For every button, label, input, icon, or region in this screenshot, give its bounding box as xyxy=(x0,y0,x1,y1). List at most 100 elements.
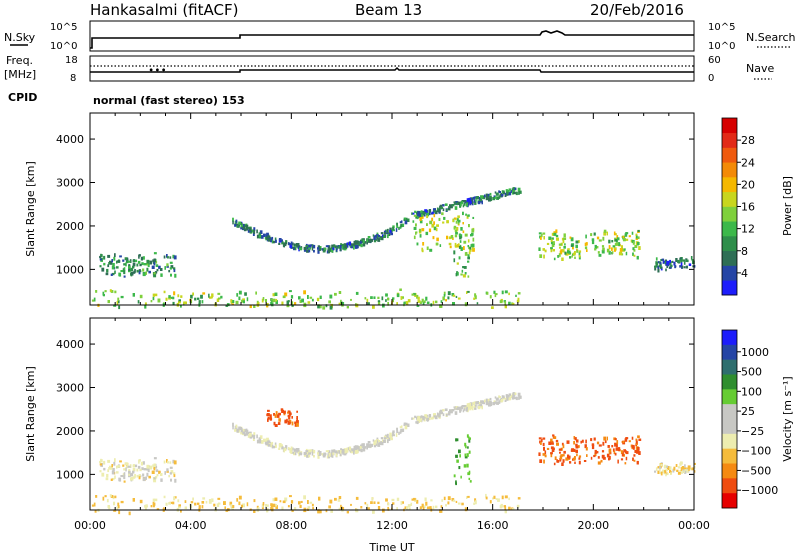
echo-cell xyxy=(657,261,660,264)
echo-cell xyxy=(283,448,285,453)
echo-cell xyxy=(164,266,166,270)
echo-cell xyxy=(440,300,443,303)
echo-cell xyxy=(407,504,411,508)
echo-cell xyxy=(376,235,379,238)
echo-cell xyxy=(107,254,111,258)
echo-cell xyxy=(216,298,220,302)
echo-cell xyxy=(263,438,266,442)
echo-cell xyxy=(557,460,560,463)
echo-cell xyxy=(575,445,579,449)
echo-cell xyxy=(464,233,468,237)
echo-cell xyxy=(107,505,110,509)
echo-cell xyxy=(474,196,477,199)
echo-cell xyxy=(112,468,115,472)
echo-cell xyxy=(426,212,430,217)
echo-cell xyxy=(202,497,206,500)
echo-cell xyxy=(331,449,334,453)
echo-cell xyxy=(281,410,284,413)
echo-cell xyxy=(294,452,297,456)
power-colorbar-tick-label: 24 xyxy=(741,156,755,169)
velocity-colorbar-cell xyxy=(722,493,737,509)
velocity-colorbar-tick-label: 25 xyxy=(741,405,755,418)
echo-cell xyxy=(368,239,372,243)
echo-cell xyxy=(468,197,472,202)
echo-cell xyxy=(621,453,624,457)
echo-cell xyxy=(472,237,475,242)
echo-cell xyxy=(168,295,171,299)
echo-cell xyxy=(230,299,233,303)
echo-cell xyxy=(683,266,686,269)
echo-cell xyxy=(466,463,469,468)
echo-cell xyxy=(453,474,456,478)
echo-cell xyxy=(129,259,132,263)
echo-cell xyxy=(467,200,471,204)
echo-cell xyxy=(428,212,431,216)
echo-cell xyxy=(152,498,155,502)
echo-cell xyxy=(390,437,393,441)
echo-cell xyxy=(466,200,468,204)
echo-cell xyxy=(208,501,212,504)
echo-cell xyxy=(462,274,466,278)
echo-cell xyxy=(256,434,258,439)
echo-cell xyxy=(494,401,497,404)
echo-cell xyxy=(450,411,453,414)
echo-cell xyxy=(334,245,338,248)
echo-cell xyxy=(379,441,383,444)
echo-cell xyxy=(287,505,290,508)
echo-cell xyxy=(126,464,129,468)
echo-cell xyxy=(420,415,423,418)
echo-cell xyxy=(403,301,406,305)
echo-cell xyxy=(101,472,105,477)
echo-cell xyxy=(111,464,113,468)
echo-cell xyxy=(474,401,477,404)
echo-cell xyxy=(578,445,580,448)
echo-cell xyxy=(680,262,683,266)
echo-cell xyxy=(459,454,461,458)
echo-cell xyxy=(114,458,116,462)
echo-cell xyxy=(551,237,554,240)
echo-cell xyxy=(377,506,381,510)
echo-cell xyxy=(416,420,419,425)
echo-cell xyxy=(220,295,223,299)
echo-cell xyxy=(467,239,470,243)
echo-cell xyxy=(400,501,403,505)
echo-cell xyxy=(657,466,660,469)
power-colorbar-cell xyxy=(722,221,737,237)
echo-cell xyxy=(453,225,457,229)
echo-cell xyxy=(542,437,546,440)
echo-cell xyxy=(472,247,475,252)
echo-cell xyxy=(539,254,543,258)
echo-cell xyxy=(495,293,498,296)
echo-cell xyxy=(341,243,345,247)
echo-cell xyxy=(544,450,547,455)
velocity-colorbar-tick-label: −500 xyxy=(741,464,771,477)
echo-cell xyxy=(681,466,685,470)
echo-cell xyxy=(658,264,662,267)
echo-cell xyxy=(138,271,141,275)
echo-cell xyxy=(256,234,259,239)
echo-cell xyxy=(514,187,517,190)
echo-cell xyxy=(563,237,567,240)
echo-cell xyxy=(172,301,175,305)
echo-cell xyxy=(253,432,256,437)
echo-cell xyxy=(558,448,562,451)
echo-cell xyxy=(133,270,136,274)
echo-cell xyxy=(106,268,109,273)
echo-cell xyxy=(607,445,610,448)
echo-cell xyxy=(255,291,257,295)
echo-cell xyxy=(468,224,470,228)
echo-cell xyxy=(243,433,247,437)
echo-cell xyxy=(515,191,518,196)
echo-cell xyxy=(130,472,134,477)
echo-cell xyxy=(439,409,443,414)
echo-cell xyxy=(166,461,169,464)
velocity-colorbar-tick-label: 100 xyxy=(741,385,762,398)
echo-cell xyxy=(468,439,471,443)
echo-cell xyxy=(432,505,435,510)
echo-cell xyxy=(108,262,110,265)
echo-cell xyxy=(192,497,194,501)
echo-cell xyxy=(372,234,375,237)
echo-cell xyxy=(136,269,139,273)
echo-cell xyxy=(112,263,115,267)
echo-cell xyxy=(305,450,309,453)
